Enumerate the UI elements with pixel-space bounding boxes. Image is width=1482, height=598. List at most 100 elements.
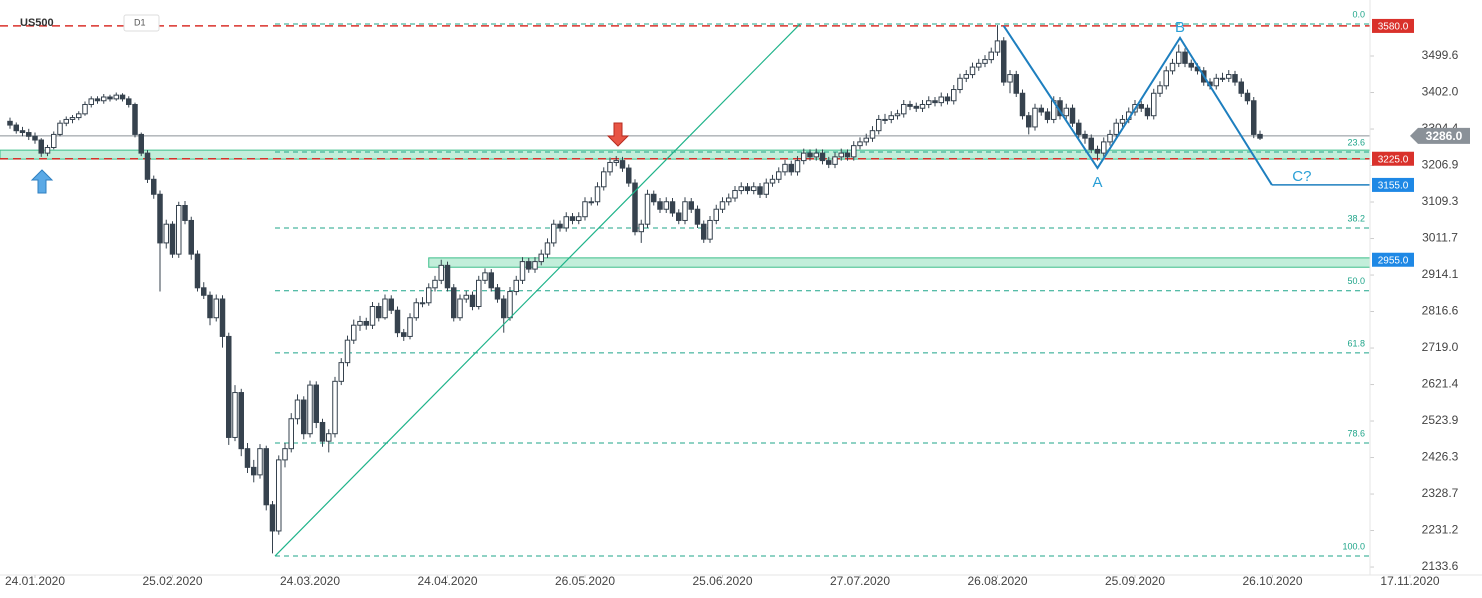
candle-body xyxy=(938,96,944,104)
price-label: 2955.0 xyxy=(1378,255,1409,266)
candle-body xyxy=(269,504,276,532)
x-tick-label: 24.04.2020 xyxy=(417,574,477,588)
candle-body xyxy=(551,223,557,244)
x-tick-label: 26.10.2020 xyxy=(1242,574,1302,588)
candle-body xyxy=(338,362,344,382)
candle-body xyxy=(838,152,844,158)
candle-body xyxy=(244,448,251,468)
candle-body xyxy=(463,294,469,300)
abc-pattern xyxy=(1002,25,1273,186)
candle-body xyxy=(576,216,582,221)
pattern-label: C? xyxy=(1292,168,1311,185)
candle-body xyxy=(732,190,738,199)
candle-body xyxy=(1101,141,1107,154)
candle-body xyxy=(582,201,588,218)
candle-body xyxy=(644,193,651,225)
candle-body xyxy=(457,298,463,319)
candle-body xyxy=(7,120,13,126)
candle-body xyxy=(151,178,157,195)
candle-body xyxy=(588,201,594,204)
y-tick-label: 2426.3 xyxy=(1422,450,1459,464)
timeframe-box xyxy=(123,14,160,32)
price-label-bg xyxy=(1372,151,1414,166)
candle-body xyxy=(413,302,419,319)
timeframe: D1 xyxy=(134,17,146,27)
candle-body xyxy=(1151,92,1157,117)
candle-body xyxy=(894,113,901,117)
fib-label: 50.0 xyxy=(1347,276,1365,286)
candle-body xyxy=(869,130,876,139)
candle-body xyxy=(526,261,532,270)
candle-body xyxy=(1026,115,1032,128)
candle-body xyxy=(907,103,913,107)
candle-body xyxy=(944,96,951,102)
candle-body xyxy=(888,115,894,120)
candle-body xyxy=(1119,118,1126,124)
candle-body xyxy=(138,133,144,154)
candle-body xyxy=(538,253,544,263)
candle-body xyxy=(794,160,801,173)
candle-body xyxy=(919,103,926,109)
candle-body xyxy=(1082,133,1088,139)
y-tick-label: 3402.0 xyxy=(1422,85,1459,99)
x-tick-label: 25.02.2020 xyxy=(142,574,202,588)
y-tick-label: 2621.4 xyxy=(1422,377,1459,391)
y-tick-label: 3499.6 xyxy=(1422,48,1459,62)
x-tick-label: 17.11.2020 xyxy=(1380,574,1439,588)
candle-body xyxy=(1001,40,1007,83)
candle-body xyxy=(326,433,332,442)
candle-body xyxy=(813,152,819,158)
candle-body xyxy=(357,320,363,326)
candle-body xyxy=(488,272,494,289)
candle-body xyxy=(232,392,238,438)
candle-body xyxy=(982,59,988,64)
candle-body xyxy=(69,117,76,120)
candle-body xyxy=(863,137,869,143)
candle-body xyxy=(444,264,451,289)
candle-body xyxy=(994,40,1001,53)
fib-label: 78.6 xyxy=(1347,428,1365,438)
candle-body xyxy=(301,399,307,435)
candle-body xyxy=(376,306,382,319)
candle-body xyxy=(476,279,482,308)
fib-label: 38.2 xyxy=(1347,213,1365,223)
candle-body xyxy=(563,216,569,229)
candle-body xyxy=(494,287,501,300)
pattern-label: B xyxy=(1175,19,1185,36)
candle-body xyxy=(157,193,163,244)
candle-body xyxy=(519,261,526,281)
candle-body xyxy=(132,103,138,135)
candle-body xyxy=(51,133,57,149)
candle-body xyxy=(1107,133,1113,143)
y-tick-label: 2328.7 xyxy=(1422,486,1459,500)
candle-body xyxy=(969,66,976,76)
candle-body xyxy=(419,302,426,305)
price-label-bg xyxy=(1410,127,1470,144)
candle-body xyxy=(388,298,394,311)
candle-body xyxy=(1232,74,1238,83)
candle-body xyxy=(719,201,726,210)
candle-body xyxy=(707,219,713,240)
candle-body xyxy=(963,74,969,79)
x-tick-label: 27.07.2020 xyxy=(830,574,890,588)
candle-body xyxy=(1044,111,1051,120)
support-zone xyxy=(0,149,1371,160)
candle-body xyxy=(76,113,82,119)
candle-body xyxy=(757,186,763,195)
candle-body xyxy=(482,272,488,281)
candle-body xyxy=(751,186,757,192)
candle-body xyxy=(1182,51,1188,64)
x-tick-label: 24.01.2020 xyxy=(5,574,65,588)
candle-body xyxy=(738,186,744,192)
candle-body xyxy=(288,418,294,450)
candle-body xyxy=(744,186,751,192)
candle-body xyxy=(1038,107,1044,113)
x-tick-label: 25.09.2020 xyxy=(1105,574,1165,588)
candle-body xyxy=(363,320,369,326)
candle-body xyxy=(913,105,919,109)
y-tick-label: 2914.1 xyxy=(1422,267,1459,281)
candle-body xyxy=(451,287,457,319)
candle-body xyxy=(1238,81,1244,94)
candle-body xyxy=(113,94,119,100)
